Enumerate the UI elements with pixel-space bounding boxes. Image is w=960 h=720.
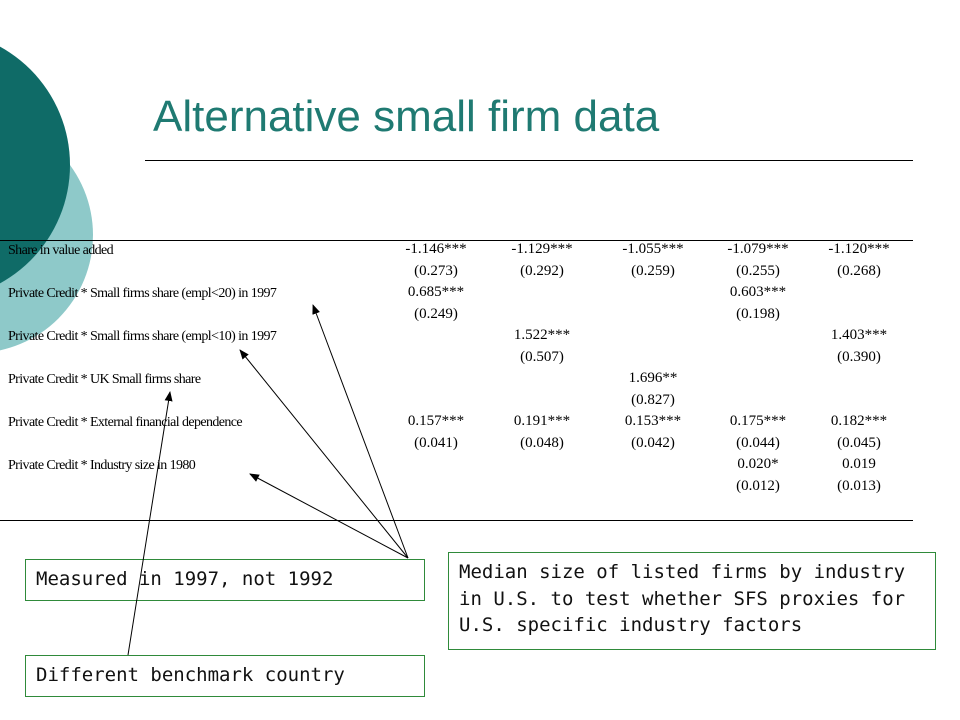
table-cell: 0.153*** <box>624 413 682 429</box>
table-cell: -1.120*** <box>828 241 890 257</box>
table-cell: 0.603*** <box>729 284 787 300</box>
table-cell-se: (0.255) <box>736 263 780 279</box>
table-cell: 0.019 <box>842 456 876 472</box>
table-cell: 1.522*** <box>513 327 571 343</box>
callout-median-line-1: Median size of listed firms by industry <box>459 561 906 583</box>
table-cell-se: (0.507) <box>520 349 564 365</box>
title-divider <box>145 160 913 161</box>
row-label-uk-small-firms: Private Credit * UK Small firms share <box>8 372 201 387</box>
row-label-share-value-added: Share in value added <box>8 243 114 258</box>
table-cell-se: (0.044) <box>736 435 780 451</box>
table-cell-se: (0.045) <box>837 435 881 451</box>
table-cell-se: (0.268) <box>837 263 881 279</box>
slide-title: Alternative small firm data <box>153 92 660 141</box>
table-cell: 0.175*** <box>729 413 787 429</box>
row-label-industry-size-1980: Private Credit * Industry size in 1980 <box>8 458 196 473</box>
row-label-small-firms-empl20: Private Credit * Small firms share (empl… <box>8 286 277 301</box>
table-cell-se: (0.273) <box>414 263 458 279</box>
table-cell: -1.129*** <box>511 241 573 257</box>
table-cell: 0.191*** <box>513 413 571 429</box>
callout-measured-1997: Measured in 1997, not 1992 <box>25 559 425 601</box>
callout-median-line-2: in U.S. to test whether SFS proxies for <box>459 587 906 610</box>
table-cell: 0.685*** <box>407 284 465 300</box>
table-cell-se: (0.042) <box>631 435 675 451</box>
table-cell-se: (0.198) <box>736 306 780 322</box>
table-cell: 0.020* <box>737 456 779 472</box>
table-cell: 0.182*** <box>830 413 888 429</box>
table-cell-se: (0.390) <box>837 349 881 365</box>
callout-median-size: Median size of listed firms by industry … <box>448 552 936 650</box>
callout-benchmark-country: Different benchmark country <box>25 655 425 697</box>
table-cell: 1.403*** <box>830 327 888 343</box>
table-cell-se: (0.249) <box>414 306 458 322</box>
table-cell-se: (0.012) <box>736 478 780 494</box>
table-cell-se: (0.827) <box>631 392 675 408</box>
table-bottom-rule <box>0 520 913 521</box>
dark-teal-circle <box>0 46 70 284</box>
table-cell-se: (0.292) <box>520 263 564 279</box>
table-cell: 1.696** <box>628 370 678 386</box>
table-cell-se: (0.013) <box>837 478 881 494</box>
row-label-small-firms-empl10: Private Credit * Small firms share (empl… <box>8 329 277 344</box>
table-cell: 0.157*** <box>407 413 465 429</box>
table-cell-se: (0.259) <box>631 263 675 279</box>
table-cell: -1.146*** <box>405 241 467 257</box>
callout-median-line-3: U.S. specific industry factors <box>459 614 803 637</box>
table-cell: -1.079*** <box>727 241 789 257</box>
table-cell-se: (0.041) <box>414 435 458 451</box>
row-label-external-dependence: Private Credit * External financial depe… <box>8 415 243 430</box>
table-cell: -1.055*** <box>622 241 684 257</box>
table-cell-se: (0.048) <box>520 435 564 451</box>
table-top-rule <box>0 240 913 241</box>
